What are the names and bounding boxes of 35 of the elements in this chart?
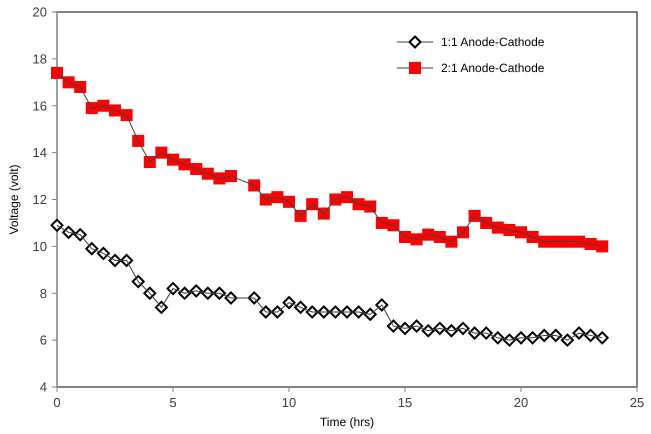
x-axis-title: Time (hrs)	[320, 415, 374, 429]
y-tick-label: 20	[32, 4, 47, 20]
point	[190, 163, 202, 176]
x-tick-label: 10	[282, 395, 296, 410]
point	[271, 191, 284, 204]
point	[538, 236, 550, 248]
point	[445, 236, 458, 248]
x-tick-label: 5	[169, 395, 177, 410]
y-tick-label: 18	[32, 51, 47, 66]
point	[132, 134, 144, 147]
point	[120, 109, 133, 122]
point	[422, 228, 434, 241]
point	[596, 331, 609, 344]
point	[341, 191, 353, 204]
point	[51, 66, 63, 79]
y-tick-label: 10	[32, 238, 47, 254]
x-tick-label: 15	[398, 395, 412, 410]
x-tick-label: 25	[630, 395, 644, 410]
y-tick-label: 6	[40, 332, 47, 348]
point	[225, 170, 237, 182]
y-tick-label: 12	[32, 192, 47, 208]
x-tick-label: 20	[514, 395, 528, 410]
point	[50, 218, 64, 232]
y-tick-label: 8	[40, 286, 47, 301]
point	[596, 240, 608, 252]
x-tick-label: 0	[53, 395, 61, 410]
point	[480, 216, 492, 229]
y-tick-label: 16	[32, 98, 47, 114]
y-axis-title: Voltage (volt)	[7, 164, 21, 235]
legend-label: 2:1 Anode-Cathode	[441, 61, 545, 76]
y-tick-label: 14	[32, 145, 47, 160]
point	[364, 200, 376, 213]
legend-label: 1:1 Anode-Cathode	[441, 35, 545, 50]
y-tick-label: 4	[40, 380, 47, 395]
point	[74, 81, 86, 93]
